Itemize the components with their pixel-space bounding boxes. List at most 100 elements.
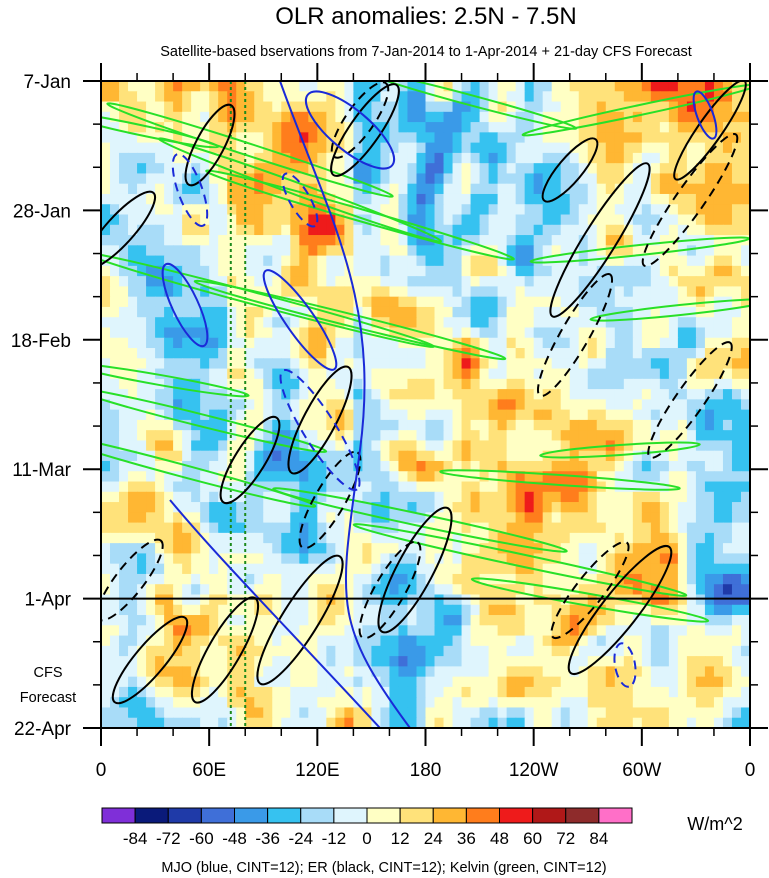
anomaly-cell bbox=[236, 625, 246, 637]
anomaly-cell bbox=[596, 430, 607, 442]
anomaly-cell bbox=[119, 512, 129, 524]
anomaly-cell bbox=[632, 481, 643, 493]
anomaly-cell bbox=[632, 327, 643, 339]
anomaly-cell bbox=[263, 625, 273, 637]
anomaly-cell bbox=[344, 450, 354, 462]
anomaly-cell bbox=[245, 214, 255, 226]
anomaly-cell bbox=[587, 214, 598, 226]
anomaly-cell bbox=[587, 122, 598, 133]
anomaly-cell bbox=[605, 666, 616, 678]
anomaly-cell bbox=[623, 173, 634, 185]
anomaly-cell bbox=[443, 615, 454, 626]
anomaly-cell bbox=[641, 676, 652, 688]
anomaly-cell bbox=[524, 389, 535, 400]
anomaly-cell bbox=[317, 91, 327, 103]
anomaly-cell bbox=[497, 81, 508, 92]
anomaly-cell bbox=[461, 656, 472, 667]
anomaly-cell bbox=[146, 686, 156, 698]
colorbar-tick-label: 0 bbox=[362, 829, 371, 848]
anomaly-cell bbox=[308, 563, 318, 575]
colorbar-swatch bbox=[267, 807, 302, 824]
anomaly-cell bbox=[101, 358, 111, 370]
anomaly-cell bbox=[299, 481, 309, 493]
anomaly-cell bbox=[191, 543, 201, 555]
anomaly-cell bbox=[281, 389, 291, 400]
anomaly-cell bbox=[236, 245, 246, 257]
anomaly-cell bbox=[380, 193, 391, 205]
anomaly-cell bbox=[470, 214, 481, 226]
anomaly-cell bbox=[218, 152, 228, 164]
anomaly-cell bbox=[686, 594, 697, 606]
anomaly-cell bbox=[623, 522, 634, 534]
anomaly-cell bbox=[218, 163, 228, 175]
anomaly-cell bbox=[146, 142, 156, 154]
anomaly-cell bbox=[209, 522, 219, 534]
anomaly-cell bbox=[416, 276, 427, 287]
anomaly-cell bbox=[542, 224, 553, 236]
anomaly-cell bbox=[101, 317, 111, 329]
anomaly-cell bbox=[209, 378, 219, 390]
anomaly-cell bbox=[335, 173, 345, 185]
anomaly-cell bbox=[695, 286, 706, 298]
anomaly-cell bbox=[344, 686, 354, 698]
anomaly-cell bbox=[452, 163, 463, 175]
anomaly-cell bbox=[218, 296, 228, 308]
anomaly-cell bbox=[569, 615, 580, 626]
anomaly-cell bbox=[272, 717, 282, 728]
anomaly-cell bbox=[470, 584, 481, 596]
anomaly-cell bbox=[326, 635, 336, 647]
anomaly-cell bbox=[515, 430, 526, 442]
anomaly-cell bbox=[380, 450, 391, 462]
anomaly-cell bbox=[164, 502, 174, 513]
anomaly-cell bbox=[479, 163, 490, 175]
anomaly-cell bbox=[560, 91, 571, 103]
anomaly-cell bbox=[326, 255, 336, 267]
anomaly-cell bbox=[209, 573, 219, 585]
anomaly-cell bbox=[623, 615, 634, 626]
anomaly-cell bbox=[398, 440, 409, 452]
anomaly-cell bbox=[218, 378, 228, 390]
anomaly-cell bbox=[353, 553, 363, 565]
anomaly-cell bbox=[668, 214, 679, 226]
anomaly-cell bbox=[605, 132, 616, 144]
anomaly-cell bbox=[578, 512, 589, 524]
anomaly-cell bbox=[308, 337, 318, 349]
anomaly-cell bbox=[677, 430, 688, 442]
anomaly-cell bbox=[245, 697, 255, 709]
anomaly-cell bbox=[677, 563, 688, 575]
anomaly-cell bbox=[182, 502, 192, 513]
anomaly-cell bbox=[218, 717, 228, 728]
anomaly-cell bbox=[389, 265, 400, 277]
anomaly-cell bbox=[335, 276, 345, 287]
anomaly-cell bbox=[461, 204, 472, 216]
anomaly-cell bbox=[398, 358, 409, 370]
anomaly-cell bbox=[470, 604, 481, 616]
anomaly-cell bbox=[533, 348, 544, 359]
anomaly-cell bbox=[641, 163, 652, 175]
anomaly-cell bbox=[641, 625, 652, 637]
anomaly-cell bbox=[227, 409, 237, 421]
anomaly-cell bbox=[443, 214, 454, 226]
anomaly-cell bbox=[623, 563, 634, 575]
anomaly-cell bbox=[605, 306, 616, 318]
anomaly-cell bbox=[344, 512, 354, 524]
anomaly-cell bbox=[326, 245, 336, 257]
anomaly-cell bbox=[533, 101, 544, 113]
anomaly-cell bbox=[668, 450, 679, 462]
anomaly-cell bbox=[398, 132, 409, 144]
anomaly-cell bbox=[659, 543, 670, 555]
anomaly-cell bbox=[614, 666, 625, 678]
anomaly-cell bbox=[182, 235, 192, 246]
anomaly-cell bbox=[227, 430, 237, 442]
anomaly-cell bbox=[299, 142, 309, 154]
anomaly-cell bbox=[353, 717, 363, 728]
anomaly-cell bbox=[137, 440, 147, 452]
anomaly-cell bbox=[605, 409, 616, 421]
anomaly-cell bbox=[668, 553, 679, 565]
anomaly-cell bbox=[506, 111, 517, 123]
anomaly-cell bbox=[569, 183, 580, 195]
anomaly-cell bbox=[227, 512, 237, 524]
anomaly-cell bbox=[434, 625, 445, 637]
anomaly-cell bbox=[731, 594, 742, 606]
anomaly-cell bbox=[443, 553, 454, 565]
